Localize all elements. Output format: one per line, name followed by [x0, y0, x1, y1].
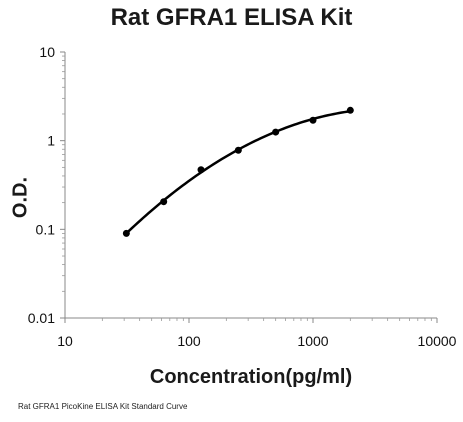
- data-point: [197, 166, 205, 174]
- data-point: [272, 128, 280, 136]
- chart-caption: Rat GFRA1 PicoKine ELISA Kit Standard Cu…: [18, 402, 188, 411]
- chart-title: Rat GFRA1 ELISA Kit: [110, 4, 353, 31]
- fit-curve: [125, 110, 351, 235]
- y-tick-label: 0.01: [28, 310, 55, 326]
- data-point: [346, 106, 354, 114]
- fit-curve-layer: [125, 110, 351, 235]
- data-point: [160, 198, 168, 206]
- ticks: 0.01 0.1 1 10 10 100 1000 10000: [28, 44, 457, 349]
- y-axis-label: O.D.: [9, 176, 32, 219]
- x-axis-label: Concentration(pg/ml): [149, 366, 353, 388]
- data-point: [122, 229, 130, 237]
- y-axis-label-wrap: O.D.: [2, 140, 32, 260]
- x-tick-label: 100: [177, 333, 201, 349]
- y-tick-label: 1: [47, 133, 55, 149]
- data-point: [234, 146, 242, 154]
- x-tick-label: 10000: [418, 333, 457, 349]
- y-tick-label: 10: [39, 44, 55, 60]
- axes: [64, 52, 437, 319]
- x-tick-label: 10: [57, 333, 73, 349]
- data-point: [309, 116, 317, 124]
- x-tick-label: 1000: [297, 333, 328, 349]
- data-points: [122, 106, 354, 237]
- y-tick-label: 0.1: [36, 221, 56, 237]
